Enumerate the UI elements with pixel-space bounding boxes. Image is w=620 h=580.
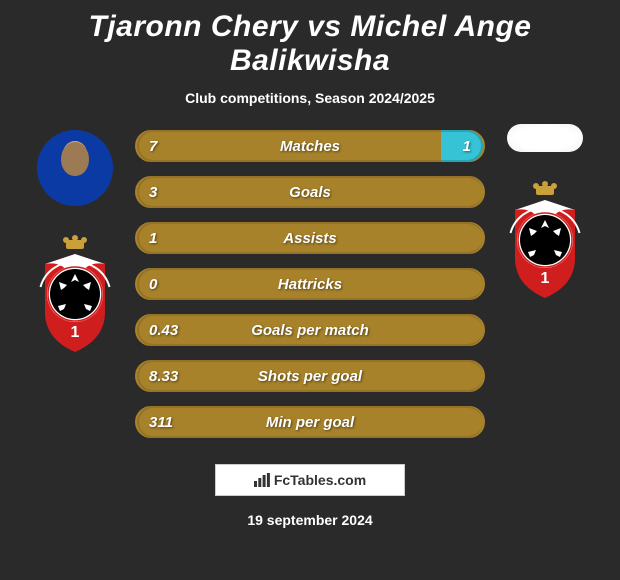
left-column: 1 xyxy=(15,124,135,354)
stat-bars: 7Matches13Goals1Assists0Hattricks0.43Goa… xyxy=(135,124,485,438)
player-left-club-badge: 1 xyxy=(30,234,120,354)
subtitle: Club competitions, Season 2024/2025 xyxy=(14,90,606,124)
stat-label: Hattricks xyxy=(137,276,483,293)
right-column: 1 xyxy=(485,124,605,300)
club-badge-number: 1 xyxy=(541,270,550,287)
stat-bar: 3Goals xyxy=(135,176,485,208)
brand-text: FcTables.com xyxy=(274,472,366,488)
stat-label: Goals per match xyxy=(137,322,483,339)
page-title: Tjaronn Chery vs Michel Ange Balikwisha xyxy=(14,8,606,90)
stat-bar: 1Assists xyxy=(135,222,485,254)
stat-bar: 0.43Goals per match xyxy=(135,314,485,346)
club-badge-number: 1 xyxy=(71,324,80,341)
stat-label: Goals xyxy=(137,184,483,201)
infographic-root: Tjaronn Chery vs Michel Ange Balikwisha … xyxy=(0,0,620,580)
stat-value-right: 1 xyxy=(463,138,471,155)
stat-label: Matches xyxy=(137,138,483,155)
player-right-avatar xyxy=(507,124,583,152)
stat-bar: 0Hattricks xyxy=(135,268,485,300)
stat-label: Assists xyxy=(137,230,483,247)
stat-bar: 311Min per goal xyxy=(135,406,485,438)
stat-bar: 7Matches1 xyxy=(135,130,485,162)
date-text: 19 september 2024 xyxy=(14,512,606,528)
player-left-avatar xyxy=(37,130,113,206)
main-row: 1 7Matches13Goals1Assists0Hattricks0.43G… xyxy=(14,124,606,438)
bar-chart-icon xyxy=(254,473,270,487)
stat-bar: 8.33Shots per goal xyxy=(135,360,485,392)
player-right-club-badge: 1 xyxy=(500,180,590,300)
brand-badge: FcTables.com xyxy=(215,464,405,496)
stat-label: Shots per goal xyxy=(137,368,483,385)
stat-label: Min per goal xyxy=(137,414,483,431)
